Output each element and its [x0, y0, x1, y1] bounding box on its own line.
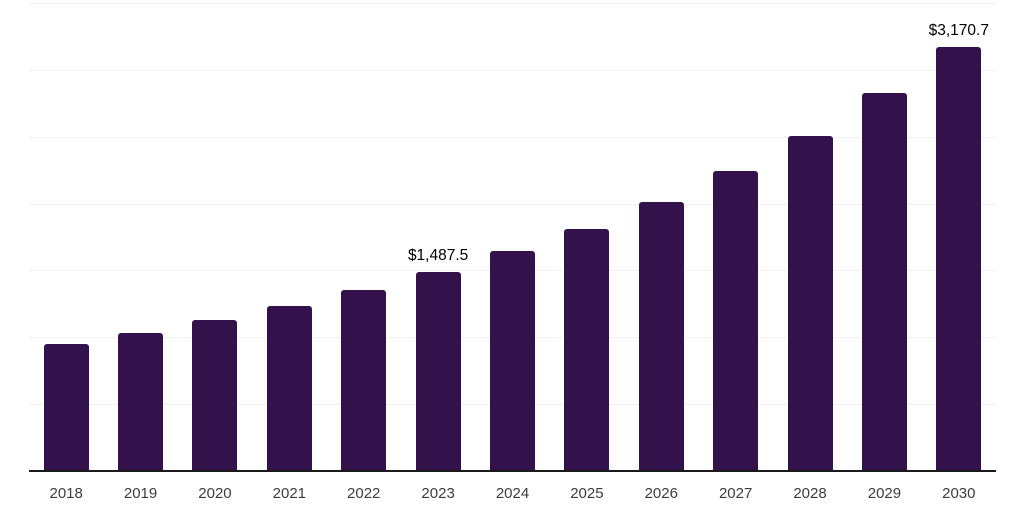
x-tick-label-2030: 2030: [942, 485, 976, 502]
gridline-3500: [29, 3, 996, 4]
bar-2019: [118, 332, 164, 471]
bar-2022: [341, 289, 387, 471]
bar-2018: [43, 343, 89, 471]
data-label-2030: $3,170.7: [928, 22, 989, 40]
bar-2028: [787, 136, 833, 471]
x-tick-label-2026: 2026: [644, 485, 678, 502]
bar-2024: [490, 251, 535, 471]
gridline-3000: [29, 70, 996, 71]
x-tick-label-2027: 2027: [718, 485, 753, 502]
x-tick-label-2022: 2022: [347, 485, 381, 502]
x-tick-label-2024: 2024: [495, 485, 530, 502]
bar-2027: [713, 170, 759, 471]
bar-2021: [266, 305, 312, 471]
x-tick-label-2019: 2019: [123, 485, 158, 502]
gridline-2500: [29, 137, 996, 138]
x-tick-label-2029: 2029: [867, 485, 902, 502]
bar-2025: [564, 228, 610, 471]
x-tick-label-2025: 2025: [570, 485, 604, 502]
bar-2026: [638, 201, 684, 471]
bar-2030: [936, 47, 982, 471]
x-tick-label-2021: 2021: [272, 485, 307, 502]
bar-2020: [192, 319, 238, 471]
bar-2029: [861, 92, 907, 471]
x-tick-label-2018: 2018: [49, 485, 83, 502]
x-axis-line: [29, 470, 996, 472]
data-label-2023: $1,487.5: [407, 247, 469, 265]
x-tick-label-2023: 2023: [421, 485, 455, 502]
gridline-2000: [29, 204, 996, 205]
bar-2023: [415, 272, 461, 471]
x-tick-label-2028: 2028: [793, 485, 827, 502]
x-tick-label-2020: 2020: [198, 485, 232, 502]
